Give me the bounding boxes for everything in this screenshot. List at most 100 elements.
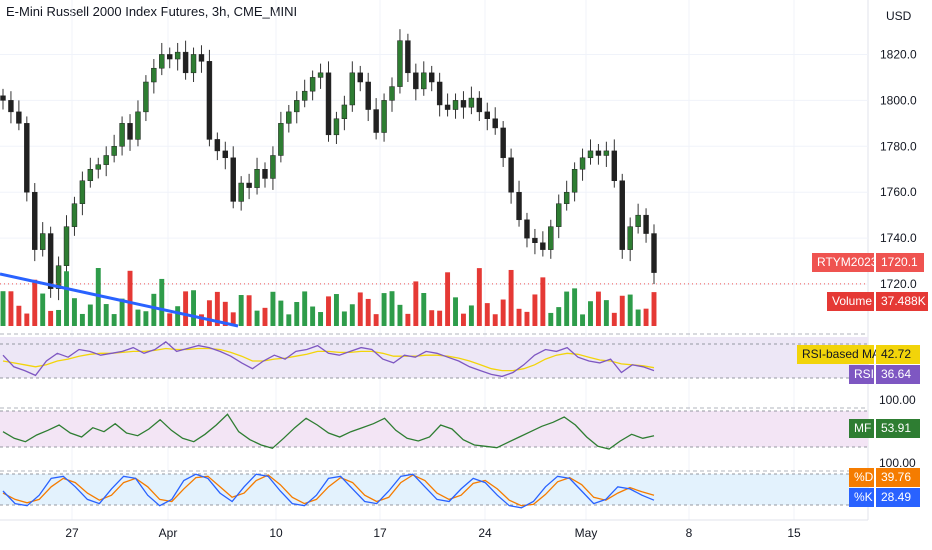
volume-bar xyxy=(389,291,395,326)
candle-body xyxy=(16,111,22,124)
volume-bar xyxy=(56,309,62,326)
volume-bar xyxy=(484,303,490,326)
volume-bar xyxy=(627,294,633,326)
y-tick-label: 1760.0 xyxy=(880,185,917,199)
volume-bar xyxy=(246,295,252,326)
volume-bar xyxy=(564,291,570,326)
volume-bar xyxy=(302,291,308,326)
stoch-k-label-badge: %K xyxy=(849,488,874,507)
volume-bar xyxy=(476,268,482,326)
volume-bar xyxy=(222,301,228,326)
volume-bar xyxy=(429,310,435,326)
mf-line xyxy=(2,413,655,450)
volume-bar xyxy=(421,293,427,326)
candle-body xyxy=(159,54,165,69)
candle-body xyxy=(111,146,117,156)
volume-bar xyxy=(262,307,268,326)
candle-body xyxy=(0,95,6,101)
candle-body xyxy=(214,139,221,152)
candle-body xyxy=(222,150,229,159)
volume-bar xyxy=(397,304,403,326)
candle-body xyxy=(103,155,109,165)
volume-bar xyxy=(453,297,458,326)
candle-body xyxy=(397,40,403,87)
candle-body xyxy=(47,233,54,289)
candle-body xyxy=(95,164,101,170)
volume-bar xyxy=(357,292,363,326)
candle-body xyxy=(349,72,356,106)
candle-body xyxy=(143,81,149,113)
x-tick-label: 10 xyxy=(269,526,283,540)
volume-bar xyxy=(0,291,6,326)
candle-body xyxy=(476,97,483,113)
x-tick-label: Apr xyxy=(159,526,178,540)
candle-body xyxy=(278,123,284,156)
mf-value-badge: 53.91 xyxy=(876,419,920,438)
volume-bar xyxy=(286,314,292,326)
candle-body xyxy=(174,51,181,60)
volume-bar xyxy=(119,298,125,326)
x-tick-label: 24 xyxy=(478,526,492,540)
candle-body xyxy=(627,226,633,250)
candle-body xyxy=(246,182,252,188)
volume-bar xyxy=(199,314,204,326)
volume-bar xyxy=(524,311,530,326)
candle-body xyxy=(508,157,514,193)
candle-body xyxy=(135,111,141,140)
candle-body xyxy=(32,191,38,250)
candle-body xyxy=(579,157,586,170)
volume-bar xyxy=(48,310,54,326)
candle-body xyxy=(151,67,157,83)
candle-body xyxy=(603,150,610,156)
y-tick-label: 1800.0 xyxy=(880,93,917,107)
candle-body xyxy=(71,203,78,227)
candle-body xyxy=(500,127,506,159)
volume-value-badge: 37.488K xyxy=(876,292,928,311)
volume-bar xyxy=(270,291,276,326)
volume-bar xyxy=(8,291,14,326)
volume-bar xyxy=(191,290,196,326)
volume-bar xyxy=(603,300,609,326)
volume-bar xyxy=(254,310,260,326)
stoch-tick: 100.00 xyxy=(879,456,916,470)
rsi-line xyxy=(2,340,655,378)
candle-body xyxy=(611,150,618,181)
stoch-k-value-badge: 28.49 xyxy=(876,488,920,507)
volume-bar xyxy=(87,304,93,326)
candle-body xyxy=(254,169,260,188)
volume-bar xyxy=(79,313,85,326)
candle-body xyxy=(127,123,133,140)
volume-bar xyxy=(611,312,617,326)
volume-bar xyxy=(175,306,181,326)
candle-body xyxy=(87,169,94,181)
volume-bar xyxy=(516,308,522,326)
candle-body xyxy=(516,191,522,221)
candle-body xyxy=(436,81,443,106)
volume-bar xyxy=(151,293,157,326)
candle-body xyxy=(325,72,332,136)
volume-bar xyxy=(532,294,538,326)
candle-body xyxy=(444,104,451,110)
volume-bar xyxy=(333,294,339,326)
candle-body xyxy=(294,100,300,113)
y-tick-label: 1720.0 xyxy=(880,277,917,291)
volume-bar xyxy=(461,313,466,326)
candle-body xyxy=(182,51,189,74)
candle-body xyxy=(230,157,236,202)
volume-bar xyxy=(580,314,586,326)
candle-body xyxy=(301,90,308,101)
candle-body xyxy=(571,169,578,193)
volume-bar xyxy=(540,277,546,326)
volume-bar xyxy=(588,301,593,326)
candle-body xyxy=(270,155,276,179)
candle-body xyxy=(357,72,363,83)
candle-body xyxy=(167,54,173,60)
candle-body xyxy=(484,111,490,119)
volume-bar xyxy=(508,269,514,326)
trend-line xyxy=(0,272,239,328)
volume-bar xyxy=(16,305,22,326)
candle-body xyxy=(381,100,387,133)
volume-bar xyxy=(341,311,347,326)
